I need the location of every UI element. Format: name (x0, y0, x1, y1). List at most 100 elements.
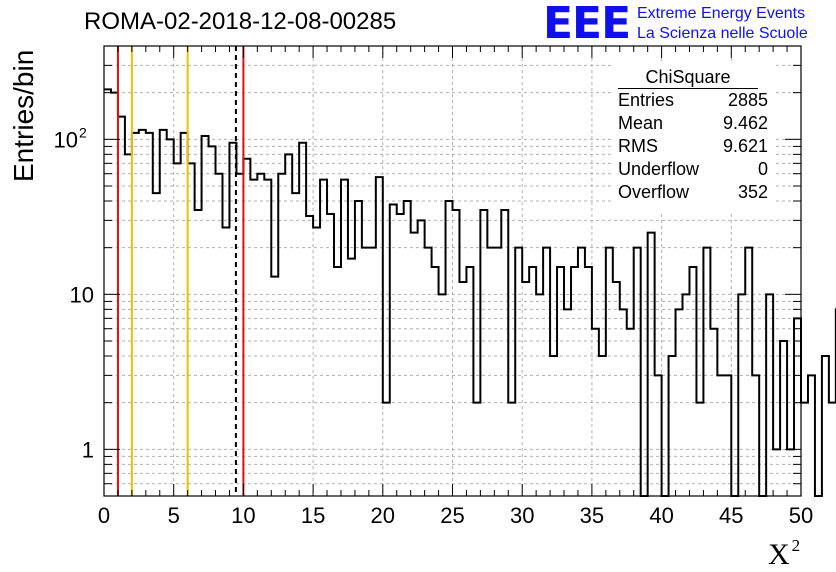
histogram-bin (397, 214, 404, 496)
histogram-bin (501, 210, 508, 496)
stats-label: Mean (618, 113, 664, 133)
x-tick-label: 45 (719, 503, 743, 528)
histogram-bin (529, 267, 536, 496)
histogram-bin (515, 248, 522, 496)
stats-value: 2885 (727, 90, 768, 110)
histogram-bin (620, 309, 627, 496)
histogram-bin (738, 294, 745, 496)
histogram-bin (264, 180, 271, 496)
histogram-bin (181, 133, 188, 496)
histogram-bin (459, 282, 466, 496)
histogram-bin (125, 154, 132, 496)
histogram-bin (257, 174, 264, 496)
histogram-bin (362, 248, 369, 496)
histogram-bin (418, 220, 425, 496)
histogram-bin (320, 180, 327, 496)
reference-lines (116, 46, 245, 496)
histogram-bin (724, 375, 731, 496)
stats-title: ChiSquare (618, 66, 758, 89)
histogram-bin (355, 201, 362, 496)
x-tick-label: 35 (580, 503, 604, 528)
histogram-bin (543, 248, 550, 496)
histogram-bin (613, 282, 620, 496)
histogram-bin (236, 174, 243, 496)
histogram-bin (606, 248, 613, 496)
histogram-bin (710, 329, 717, 496)
histogram-bin (599, 356, 606, 496)
histogram-bin (369, 248, 376, 496)
histogram-bin (703, 248, 710, 496)
histogram-bin (592, 329, 599, 496)
histogram-bin (745, 248, 752, 496)
logo-line-2: La Scienza nelle Scuole (637, 25, 808, 42)
x-tick-label: 0 (98, 503, 110, 528)
histogram-bin (550, 356, 557, 496)
histogram-bin (271, 277, 278, 496)
histogram-bin (655, 375, 662, 496)
histogram-bin (425, 248, 432, 496)
histogram-bin (669, 356, 676, 496)
histogram-bin (411, 233, 418, 496)
histogram-bin (195, 210, 202, 496)
histogram-bin (104, 89, 111, 496)
histogram-bin (466, 267, 473, 496)
histogram-bin (453, 210, 460, 496)
histogram-bin (822, 356, 829, 496)
histogram-bin (132, 133, 139, 496)
histogram-bin (250, 180, 257, 496)
histogram-bin (446, 201, 453, 496)
histogram-bin (278, 174, 285, 496)
histogram-bin (689, 267, 696, 496)
histogram-bin (376, 177, 383, 496)
histogram-bin (439, 294, 446, 496)
grid (104, 46, 801, 496)
x-tick-label: 20 (371, 503, 395, 528)
histogram-bin (508, 403, 515, 496)
histogram-bin (306, 216, 313, 496)
histogram-bin (432, 267, 439, 496)
histogram-bin (209, 146, 216, 496)
histogram-bin (222, 227, 229, 496)
histogram-bin (801, 403, 808, 496)
histogram-bin (160, 130, 167, 496)
histogram-bin (766, 294, 773, 496)
histogram-bin (167, 139, 174, 496)
histogram-bin (313, 227, 320, 496)
stats-label: Entries (618, 90, 675, 110)
histogram-bin (292, 193, 299, 496)
histogram-bin (794, 318, 801, 496)
stats-box: ChiSquare Entries 2885 Mean 9.462 RMS 9.… (612, 64, 776, 212)
x-tick-label: 25 (440, 503, 464, 528)
histogram-bin (773, 449, 780, 496)
stats-value: 352 (737, 182, 768, 202)
histogram-bin (536, 294, 543, 496)
histogram-bin (564, 309, 571, 496)
y-tick-label: 10 (54, 127, 78, 152)
histogram-bin (585, 267, 592, 496)
x-tick-label: 10 (231, 503, 255, 528)
y-tick-label: 1 (82, 437, 94, 462)
stats-label: RMS (618, 136, 658, 156)
y-tick-exponent: 2 (79, 124, 87, 140)
histogram-bin (522, 282, 529, 496)
histogram-bin (557, 267, 564, 496)
histogram-bin (243, 159, 250, 496)
logo-line-1: Extreme Energy Events (637, 5, 806, 22)
histogram-bin (578, 248, 585, 496)
stats-label: Overflow (618, 182, 690, 202)
histogram-bin (752, 375, 759, 496)
stats-row-underflow: Underflow 0 (612, 158, 776, 181)
histogram-bin (480, 210, 487, 496)
stats-value: 9.462 (722, 113, 768, 133)
histogram-bin (348, 259, 355, 496)
x-tick-label: 15 (301, 503, 325, 528)
histogram-bin (487, 248, 494, 496)
histogram-bin (473, 403, 480, 496)
eee-logo: EEE (543, 0, 631, 49)
x-tick-label: 40 (649, 503, 673, 528)
histogram-bin (216, 174, 223, 496)
chart-title: ROMA-02-2018-12-08-00285 (84, 8, 397, 35)
histogram-bin (327, 214, 334, 496)
